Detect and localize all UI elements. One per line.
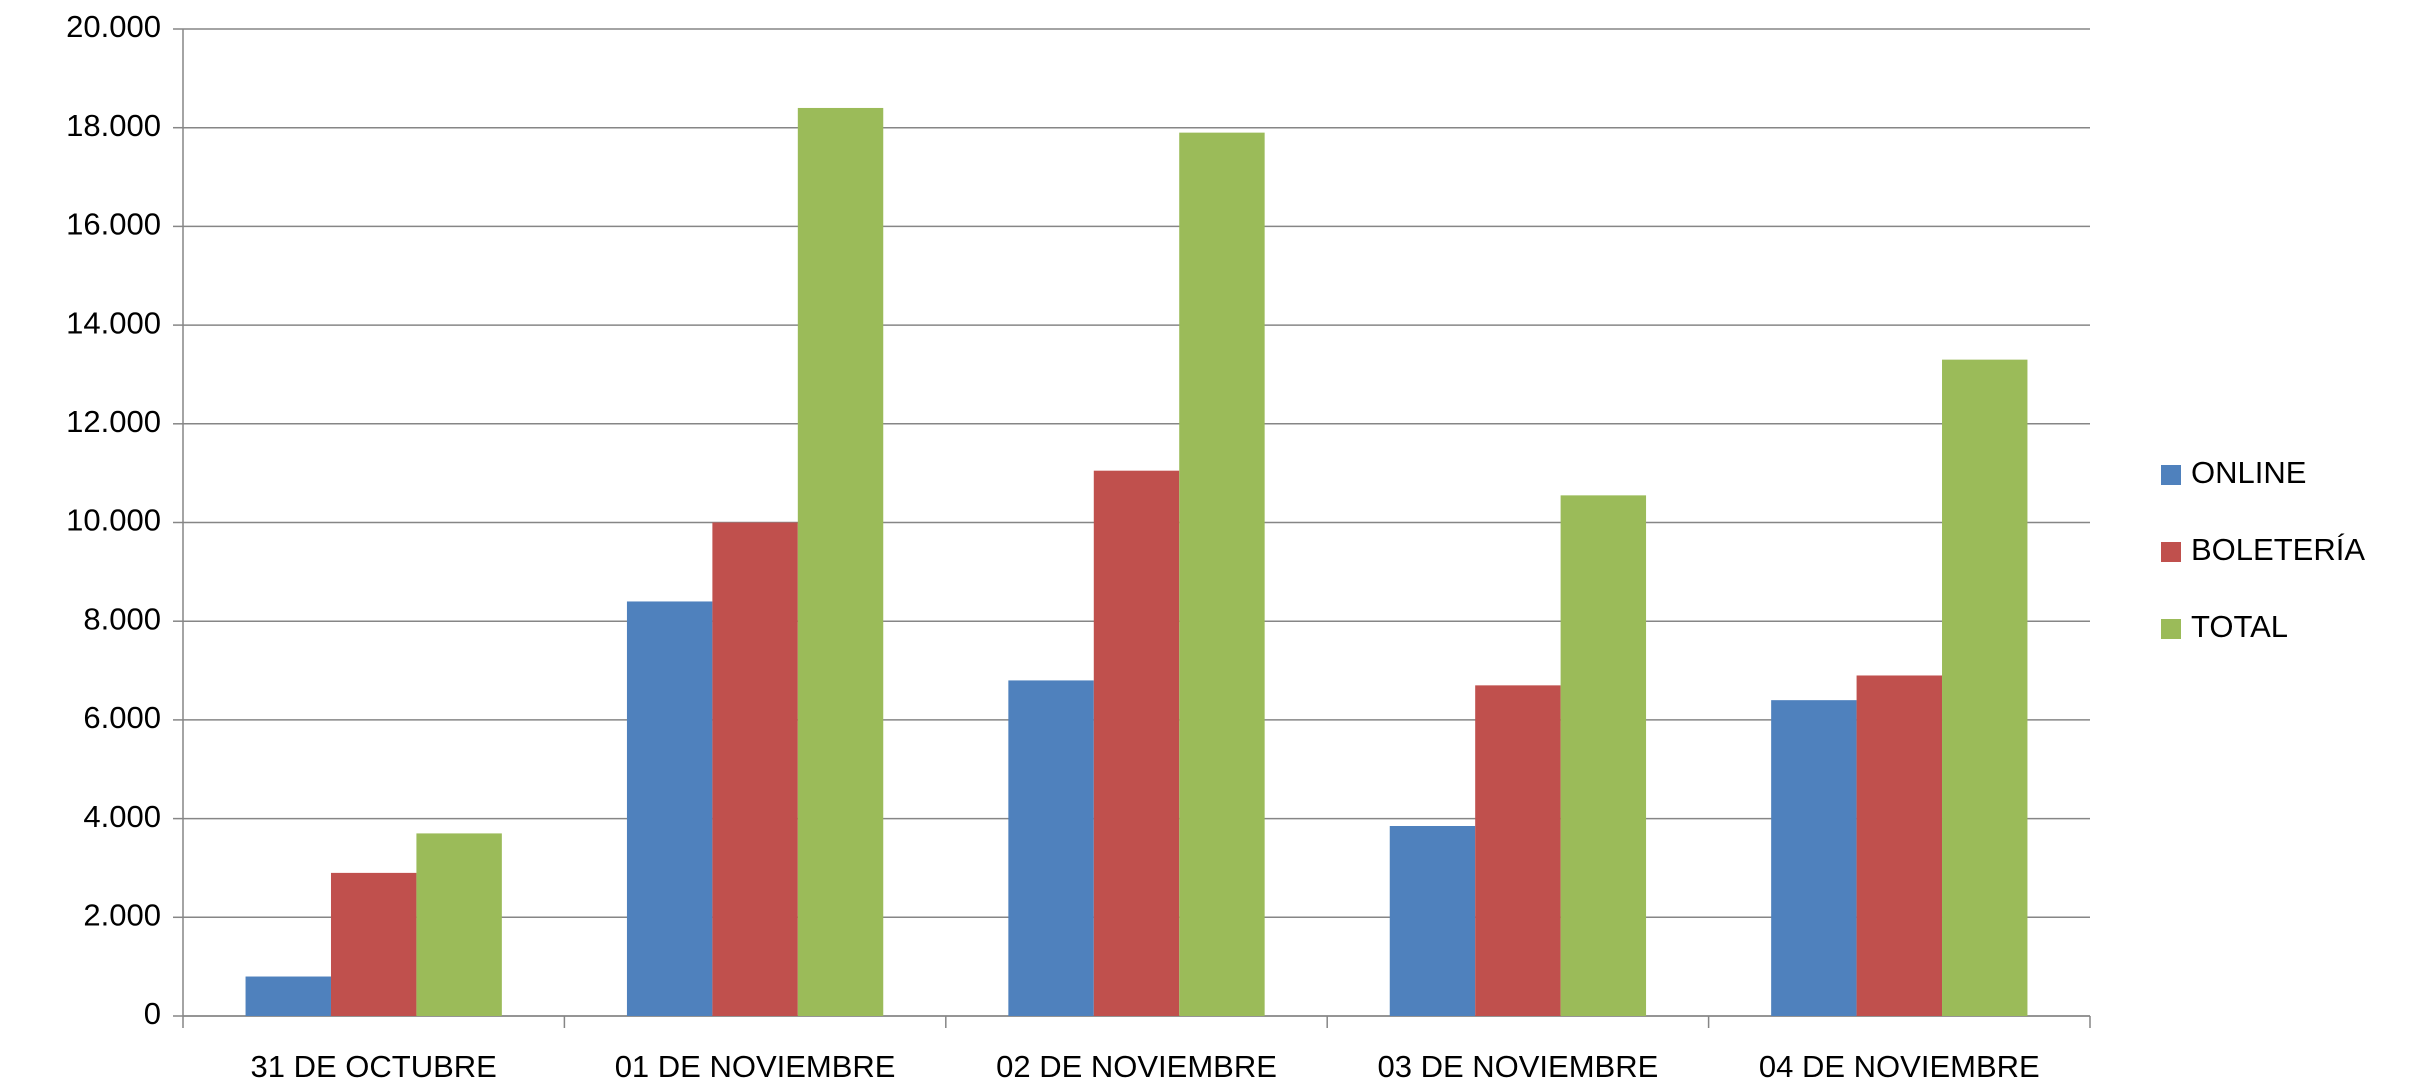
x-tick-label: 01 DE NOVIEMBRE: [615, 1049, 896, 1084]
x-tick-label: 31 DE OCTUBRE: [251, 1049, 497, 1084]
bar: [712, 522, 798, 1016]
y-tick-label: 6.000: [83, 700, 161, 735]
bar: [330, 872, 417, 1016]
bar: [1856, 675, 1943, 1016]
bar: [1942, 359, 2028, 1016]
bar: [245, 976, 331, 1016]
y-tick-label: 12.000: [66, 404, 161, 439]
legend-label: ONLINE: [2191, 455, 2306, 490]
bar: [1771, 700, 1857, 1016]
y-tick-label: 18.000: [66, 108, 161, 143]
legend-label: BOLETERÍA: [2191, 532, 2365, 567]
bar: [1008, 680, 1094, 1016]
y-tick-label: 10.000: [66, 503, 161, 538]
x-tick-label: 03 DE NOVIEMBRE: [1377, 1049, 1658, 1084]
bar: [626, 601, 713, 1016]
bar: [1179, 132, 1265, 1016]
bar: [416, 833, 502, 1016]
legend-swatch: [2161, 542, 2181, 562]
legend-label: TOTAL: [2191, 609, 2288, 644]
y-tick-label: 16.000: [66, 207, 161, 242]
y-tick-label: 2.000: [83, 897, 161, 932]
y-tick-label: 0: [144, 996, 161, 1031]
legend-swatch: [2161, 619, 2181, 639]
x-tick-label: 04 DE NOVIEMBRE: [1759, 1049, 2040, 1084]
x-tick-label: 02 DE NOVIEMBRE: [996, 1049, 1277, 1084]
bar: [797, 107, 884, 1016]
bar: [1475, 685, 1561, 1016]
y-tick-label: 20.000: [66, 9, 161, 44]
y-tick-label: 8.000: [83, 601, 161, 636]
legend-swatch: [2161, 465, 2181, 485]
bar: [1389, 826, 1476, 1016]
y-tick-label: 14.000: [66, 305, 161, 340]
bar: [1093, 470, 1180, 1016]
y-tick-label: 4.000: [83, 799, 161, 834]
bar: [1560, 495, 1647, 1016]
